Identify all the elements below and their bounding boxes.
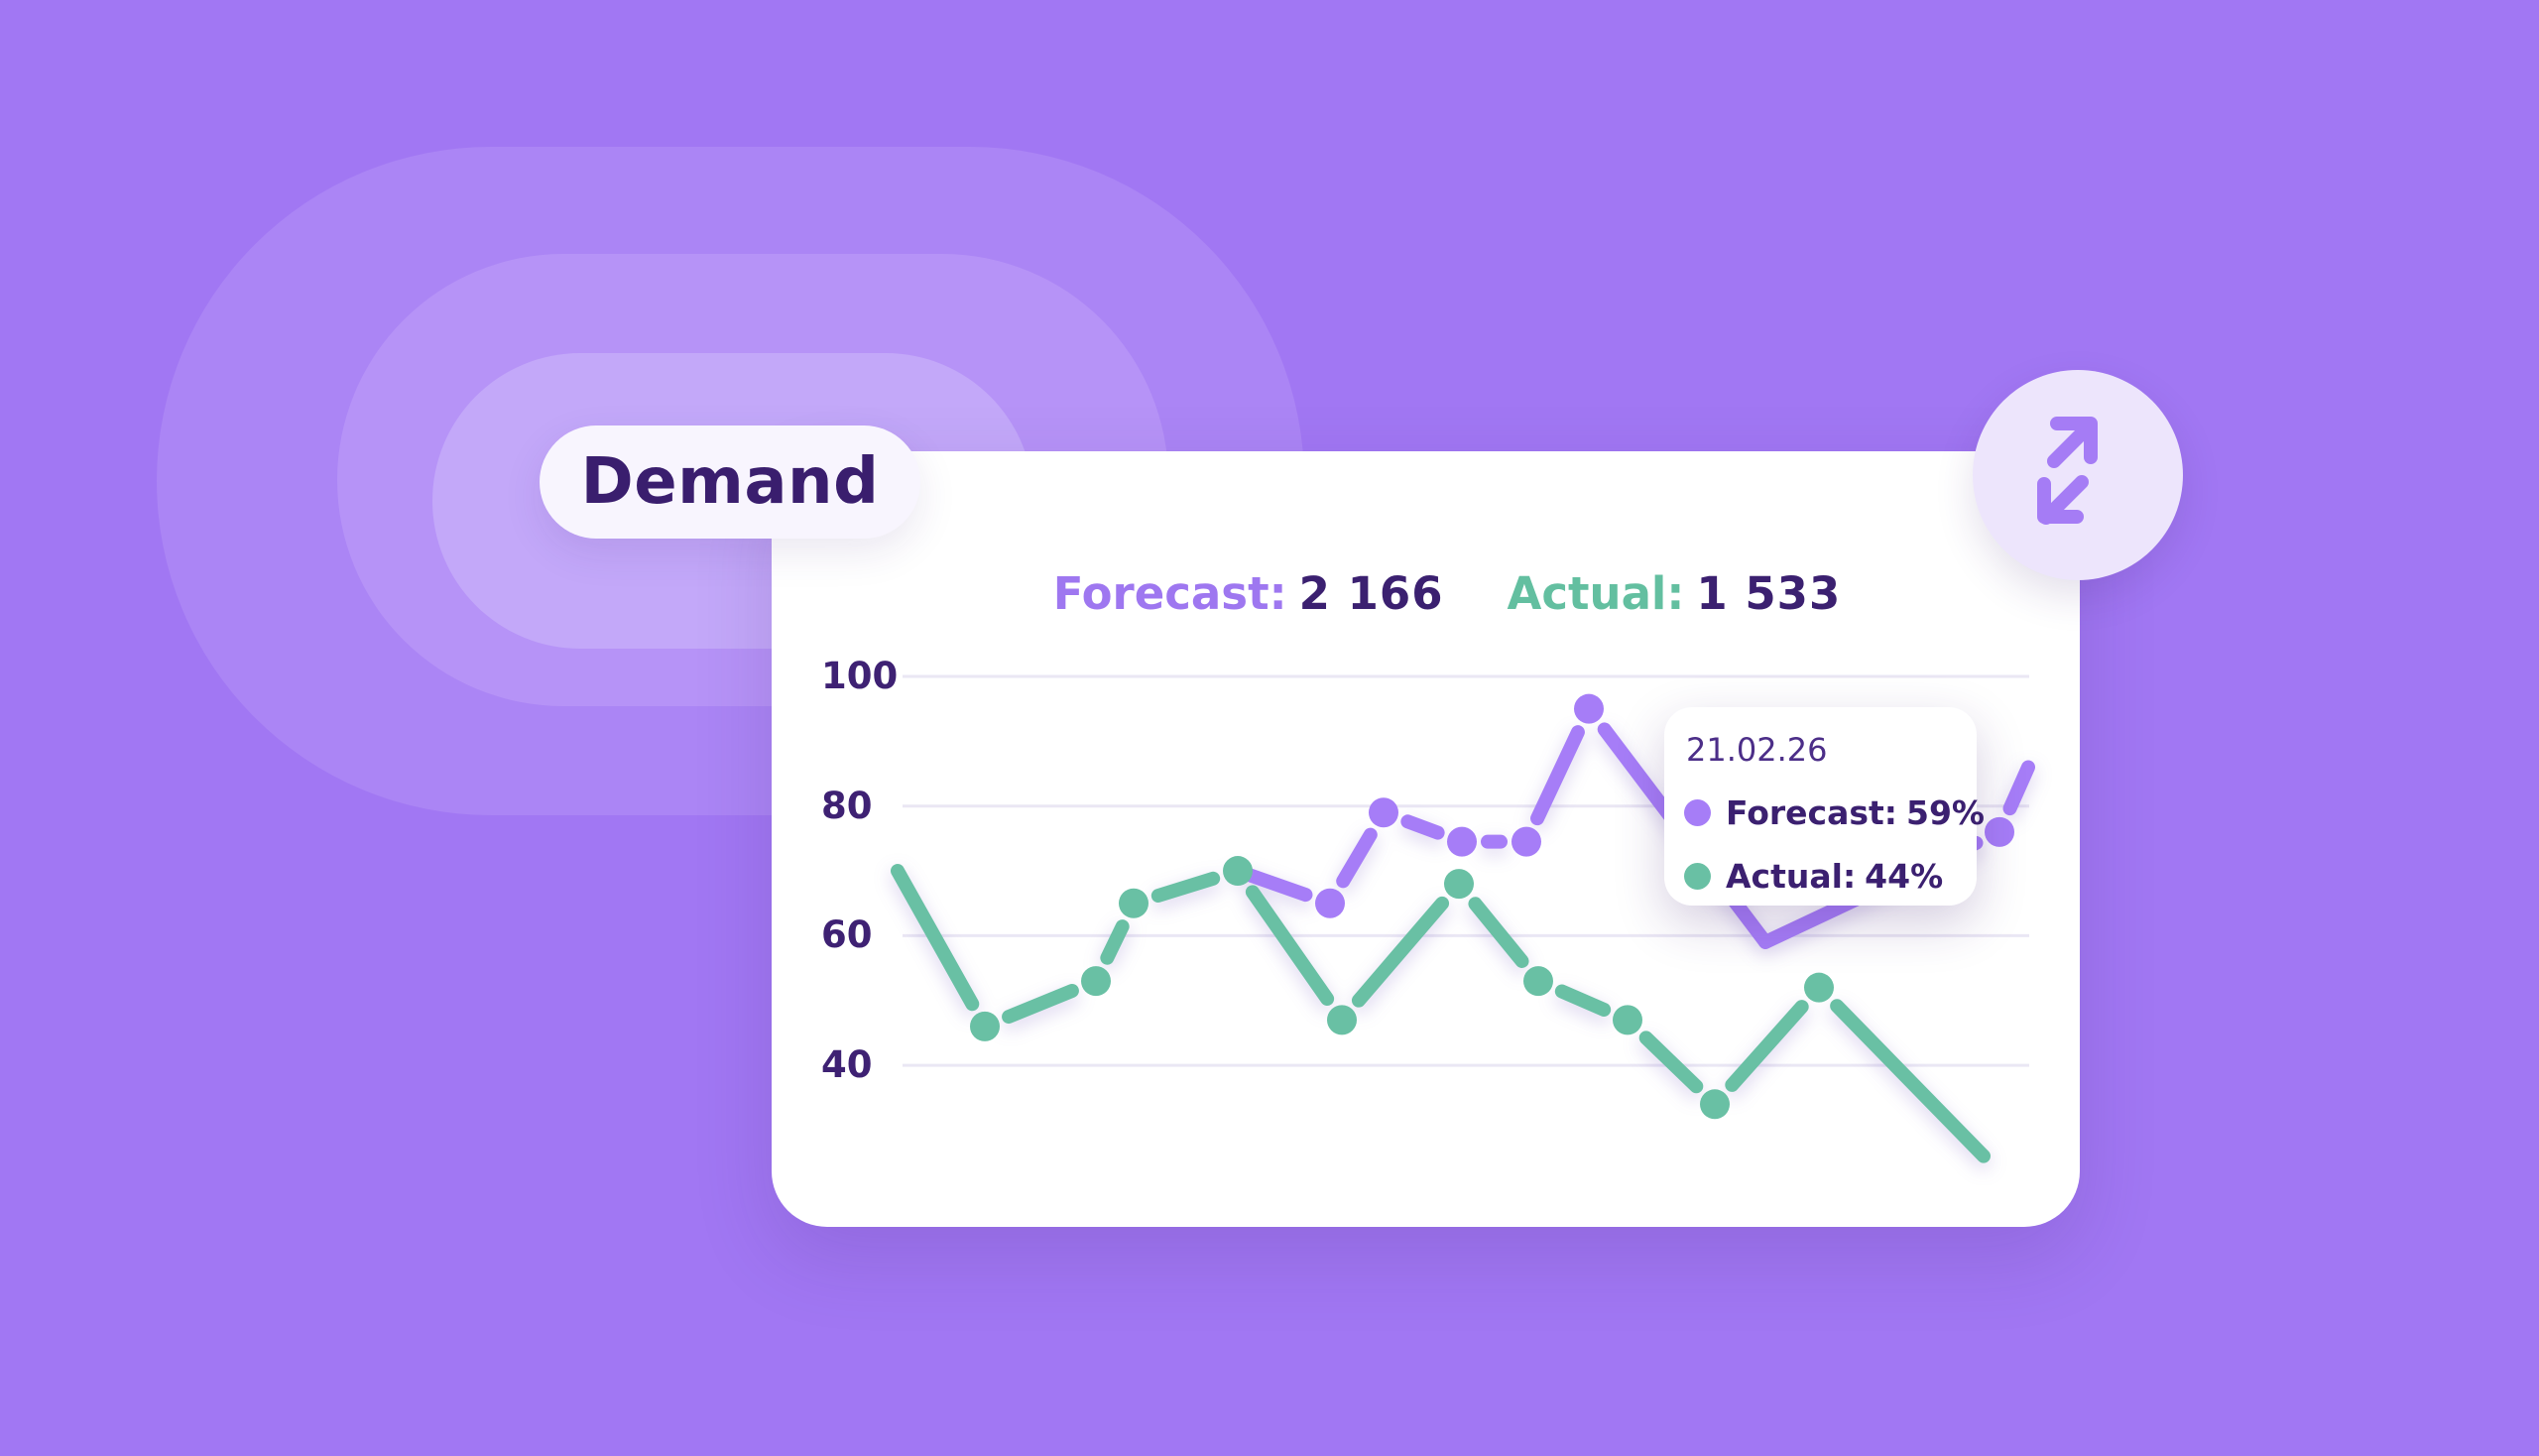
- tooltip-row-actual: Actual: 44%: [1684, 857, 1957, 896]
- actual-stat-label: Actual:: [1507, 567, 1685, 620]
- demand-pill-label: Demand: [580, 445, 880, 519]
- tooltip-row-forecast: Forecast: 59%: [1684, 793, 1985, 832]
- tooltip-forecast-text: Forecast: 59%: [1726, 793, 1985, 832]
- actual-stat-value: 1 533: [1696, 567, 1842, 620]
- expand-icon: [2037, 417, 2098, 525]
- chart-tooltip: 21.02.26 Forecast: 59% Actual: 44%: [1664, 707, 1985, 906]
- forecast-stat-label: Forecast:: [1052, 567, 1287, 620]
- actual-legend-dot-icon: [1684, 863, 1711, 890]
- tooltip-actual-text: Actual: 44%: [1726, 857, 1944, 896]
- forecast-stat-value: 2 166: [1298, 567, 1444, 620]
- tooltip-date: 21.02.26: [1686, 731, 1828, 769]
- expand-button[interactable]: [1973, 370, 2183, 580]
- forecast-legend-dot-icon: [1684, 799, 1711, 826]
- demand-pill: Demand: [540, 425, 920, 539]
- chart-header-stats: Forecast: 2 166 Actual: 1 533: [773, 567, 2082, 620]
